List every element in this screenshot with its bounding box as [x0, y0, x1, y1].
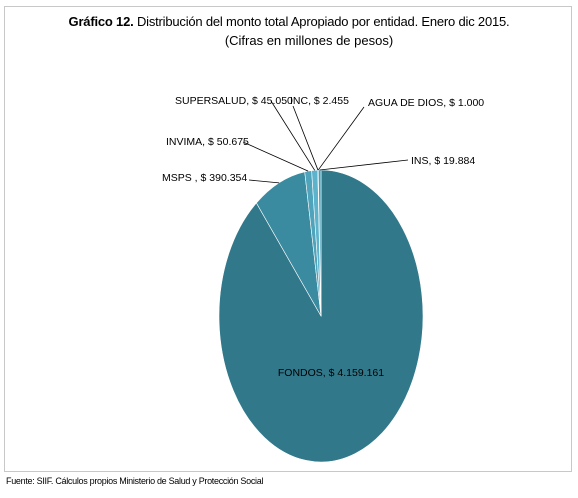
- slice-label-supersalud: SUPERSALUD, $ 45.050: [175, 95, 293, 107]
- leader-line-invima: [242, 141, 309, 172]
- slice-label-msps: MSPS , $ 390.354: [162, 172, 247, 184]
- leader-lines: [242, 100, 409, 184]
- slice-label-invima: INVIMA, $ 50.675: [166, 136, 249, 148]
- slice-label-inc: INC, $ 2.455: [290, 95, 349, 107]
- leader-line-supersalud: [270, 100, 316, 171]
- leader-line-inc: [292, 105, 319, 171]
- chart-title-prefix: Gráfico 12.: [68, 14, 134, 29]
- source-note: Fuente: SIIF. Cálculos propios Ministeri…: [6, 476, 264, 486]
- leader-line-agua-de-dios: [317, 106, 365, 171]
- chart-title: Gráfico 12. Distribución del monto total…: [0, 14, 578, 29]
- leader-line-msps: [248, 179, 280, 184]
- slice-label-agua-de-dios: AGUA DE DIOS, $ 1.000: [368, 97, 484, 109]
- slice-label-ins: INS, $ 19.884: [411, 155, 475, 167]
- slice-label-fondos: FONDOS, $ 4.159.161: [278, 367, 384, 379]
- pie-slices: [218, 169, 424, 463]
- slice-labels: FONDOS, $ 4.159.161 MSPS , $ 390.354 INVIM…: [162, 95, 484, 379]
- chart-title-text: Distribución del monto total Apropiado p…: [133, 14, 510, 29]
- chart-subtitle: (Cifras en millones de pesos): [224, 33, 394, 48]
- leader-line-ins: [319, 159, 409, 171]
